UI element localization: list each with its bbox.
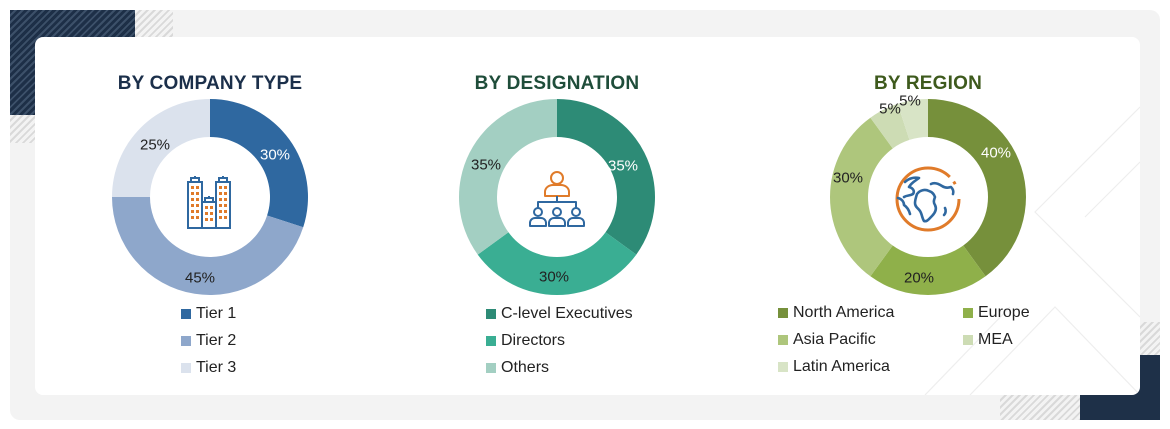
- legend-label: MEA: [978, 331, 1013, 348]
- infographic-card: BY COMPANY TYPE: [35, 37, 1140, 395]
- slice-label-europe: 20%: [903, 269, 935, 287]
- legend-label: C-level Executives: [501, 305, 633, 322]
- legend-label: Asia Pacific: [793, 331, 876, 348]
- legend-label: Tier 3: [196, 359, 237, 376]
- buildings-icon: [187, 176, 231, 229]
- donut-slice: [477, 232, 637, 295]
- org-hierarchy-icon: [529, 171, 585, 227]
- legend-swatch: [963, 308, 973, 318]
- chart-title: BY COMPANY TYPE: [117, 73, 303, 94]
- slice-label-c-level: 35%: [607, 157, 639, 175]
- decor-hatch: [1000, 395, 1080, 420]
- decor-hatch: [135, 10, 173, 37]
- legend-swatch: [486, 336, 496, 346]
- slice-label-directors: 30%: [538, 268, 570, 286]
- chart-region: BY REGION 40% 20% 30% 5% 5% North Americ…: [778, 37, 1108, 395]
- legend-label: Directors: [501, 332, 566, 349]
- donut-slice: [557, 99, 655, 255]
- legend-label: Tier 1: [196, 305, 237, 322]
- globe-icon: [895, 166, 961, 232]
- legend-label: Tier 2: [196, 332, 237, 349]
- legend-item: North America: [778, 304, 894, 322]
- chart-company-type: BY COMPANY TYPE: [60, 37, 360, 395]
- legend-swatch: [486, 363, 496, 373]
- donut-slice: [830, 117, 893, 277]
- decor-hatch: [1140, 322, 1160, 355]
- chart-designation: BY DESIGNATION 35% 30% 35% C-level: [407, 37, 707, 395]
- legend-item: Tier 1: [181, 305, 236, 323]
- legend-label: North America: [793, 304, 895, 321]
- legend-label: Others: [501, 359, 550, 376]
- legend-label: Europe: [978, 304, 1030, 321]
- legend-item: Europe: [963, 304, 1030, 322]
- legend-swatch: [778, 362, 788, 372]
- decor-hatch: [10, 115, 35, 143]
- legend-swatch: [778, 308, 788, 318]
- legend-item: Tier 2: [181, 332, 236, 350]
- chart-title: BY DESIGNATION: [474, 73, 640, 94]
- legend-item: C-level Executives: [486, 305, 633, 323]
- donut-slice: [210, 99, 308, 228]
- legend-swatch: [181, 363, 191, 373]
- legend-item: MEA: [963, 331, 1013, 349]
- slice-label-others: 35%: [470, 156, 502, 174]
- donut-slice: [112, 99, 210, 197]
- slice-label-tier-2: 45%: [184, 269, 216, 287]
- legend-swatch: [963, 335, 973, 345]
- donut-slice: [870, 103, 910, 149]
- slice-label-tier-1: 30%: [259, 146, 291, 164]
- legend-swatch: [486, 309, 496, 319]
- slice-label-asia-pacific: 30%: [832, 169, 864, 187]
- legend-item: Asia Pacific: [778, 331, 876, 349]
- slice-label-latin-america: 5%: [899, 92, 921, 110]
- legend-swatch: [181, 309, 191, 319]
- slice-label-north-america: 40%: [980, 144, 1012, 162]
- slice-label-tier-3: 25%: [139, 136, 171, 154]
- legend-item: Latin America: [778, 358, 890, 376]
- decor-lines: [924, 106, 1140, 395]
- legend-swatch: [181, 336, 191, 346]
- donut-slice: [897, 99, 928, 140]
- legend-swatch: [778, 335, 788, 345]
- donut-chart: [112, 99, 308, 295]
- legend-item: Others: [486, 359, 549, 377]
- donut-slice: [459, 99, 557, 255]
- donut-chart: [830, 99, 1026, 295]
- donut-slice: [928, 99, 1026, 277]
- legend-label: Latin America: [793, 358, 890, 375]
- donut-chart: [459, 99, 655, 295]
- slice-label-mea: 5%: [879, 100, 901, 118]
- donut-slice: [870, 245, 986, 295]
- legend-item: Directors: [486, 332, 565, 350]
- chart-title: BY REGION: [873, 73, 983, 94]
- donut-slice: [112, 197, 304, 295]
- legend-item: Tier 3: [181, 359, 236, 377]
